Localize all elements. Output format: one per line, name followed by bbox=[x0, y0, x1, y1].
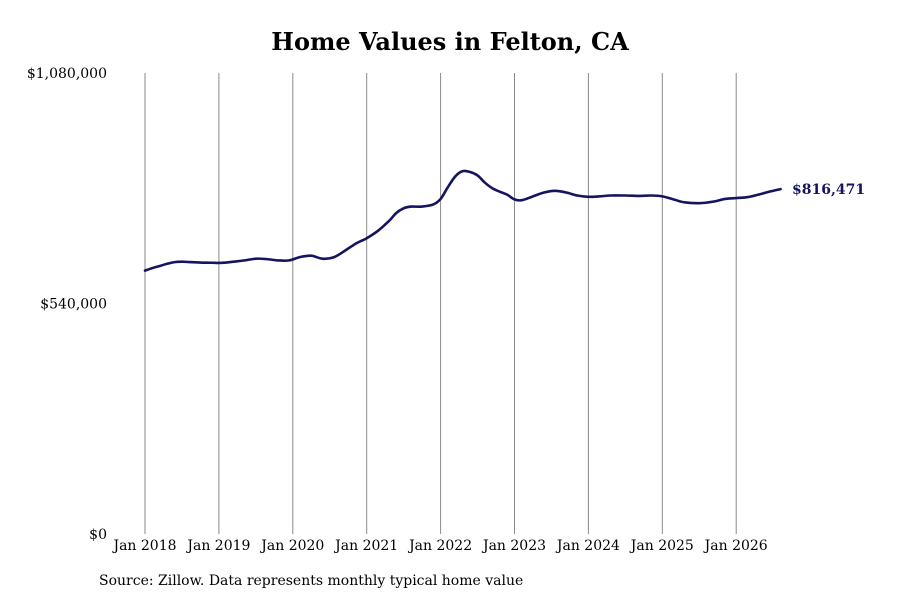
x-tick-label: Jan 2023 bbox=[481, 538, 546, 554]
x-tick-label: Jan 2019 bbox=[185, 538, 250, 554]
y-tick-label: $1,080,000 bbox=[27, 66, 107, 82]
end-value-label: $816,471 bbox=[792, 182, 865, 198]
x-tick-label: Jan 2020 bbox=[259, 538, 324, 554]
x-tick-label: Jan 2018 bbox=[111, 538, 176, 554]
x-tick-label: Jan 2024 bbox=[555, 538, 620, 554]
y-tick-label: $540,000 bbox=[40, 297, 107, 313]
x-tick-label: Jan 2026 bbox=[703, 538, 768, 554]
x-axis: Jan 2018 Jan 2019 Jan 2020 Jan 2021 Jan 2022… bbox=[111, 538, 767, 554]
source-note: Source: Zillow. Data represents monthly … bbox=[99, 573, 524, 589]
x-tick-label: Jan 2022 bbox=[407, 538, 472, 554]
series-line-0 bbox=[143, 169, 782, 272]
chart-title: Home Values in Felton, CA bbox=[271, 27, 629, 56]
grid-lines bbox=[144, 73, 737, 534]
x-tick-label: Jan 2021 bbox=[333, 538, 398, 554]
x-tick-label: Jan 2025 bbox=[629, 538, 694, 554]
y-tick-label: $0 bbox=[89, 527, 107, 543]
series-layer: $816,471 bbox=[143, 169, 865, 272]
y-axis: $0 $540,000 $1,080,000 bbox=[27, 66, 107, 543]
